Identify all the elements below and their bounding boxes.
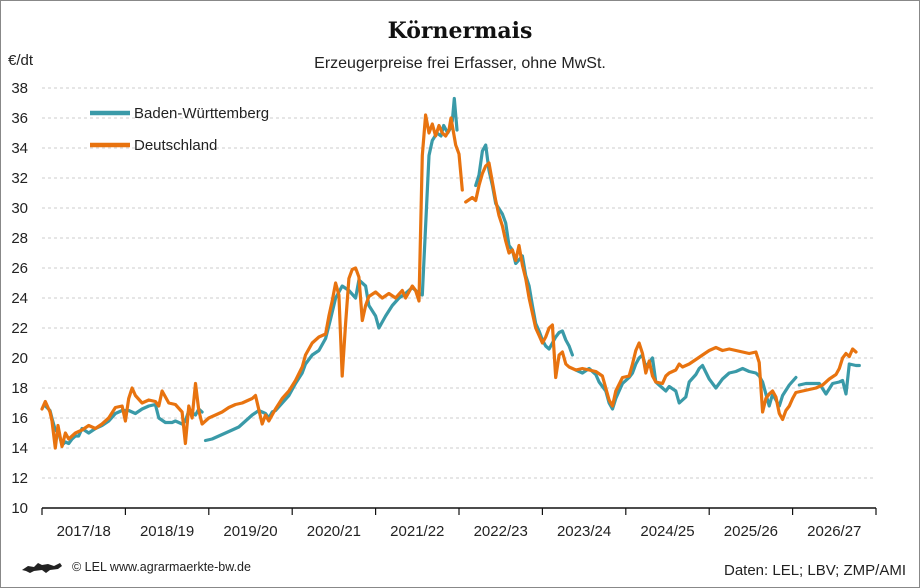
y-tick-labels: 10 12 14 16 18 20 22 24 26 28 30 32 34 36 38 xyxy=(11,80,28,517)
y-tick-label: 26 xyxy=(11,260,28,277)
y-tick-label: 20 xyxy=(11,350,28,367)
y-tick-label: 18 xyxy=(11,380,28,397)
gridlines xyxy=(42,87,876,479)
x-tick-label: 2020/21 xyxy=(307,523,361,540)
x-tick-label: 2022/23 xyxy=(474,523,528,540)
x-tick-label: 2021/22 xyxy=(390,523,444,540)
y-tick-label: 24 xyxy=(11,290,28,307)
lion-logo-icon xyxy=(22,563,62,573)
y-tick-label: 16 xyxy=(11,410,28,427)
x-tick-label: 2025/26 xyxy=(724,523,778,540)
x-tick-label: 2018/19 xyxy=(140,523,194,540)
chart-title: Körnermais xyxy=(387,18,533,44)
y-axis-unit: €/dt xyxy=(8,52,34,69)
legend: Baden-Württemberg Deutschland xyxy=(90,105,269,154)
series-line-de xyxy=(40,113,464,450)
x-tick-label: 2024/25 xyxy=(640,523,694,540)
y-tick-label: 12 xyxy=(11,470,28,487)
series-lines xyxy=(40,96,861,450)
legend-label: Deutschland xyxy=(134,137,217,154)
legend-label: Baden-Württemberg xyxy=(134,105,269,122)
x-tick-label: 2019/20 xyxy=(223,523,277,540)
series-line-de xyxy=(464,161,858,422)
x-axis: 2017/18 2018/19 2019/20 2020/21 2021/22 2022/… xyxy=(41,507,877,540)
x-tick-label: 2023/24 xyxy=(557,523,611,540)
x-tick-label: 2017/18 xyxy=(57,523,111,540)
x-tick-label: 2026/27 xyxy=(807,523,861,540)
chart-subtitle: Erzeugerpreise frei Erfasser, ohne MwSt. xyxy=(314,55,606,72)
y-tick-label: 32 xyxy=(11,170,28,187)
y-tick-label: 34 xyxy=(11,140,28,157)
y-tick-label: 28 xyxy=(11,230,28,247)
y-tick-label: 10 xyxy=(11,500,28,517)
y-tick-label: 30 xyxy=(11,200,28,217)
y-tick-label: 38 xyxy=(11,80,28,97)
y-tick-label: 36 xyxy=(11,110,28,127)
y-tick-label: 14 xyxy=(11,440,28,457)
copyright-text: © LEL www.agrarmaerkte-bw.de xyxy=(72,560,251,574)
series-line-bw xyxy=(797,362,861,396)
footer-copyright: © LEL www.agrarmaerkte-bw.de xyxy=(20,560,251,574)
y-tick-label: 22 xyxy=(11,320,28,337)
data-source: Daten: LEL; LBV; ZMP/AMI xyxy=(723,562,906,579)
